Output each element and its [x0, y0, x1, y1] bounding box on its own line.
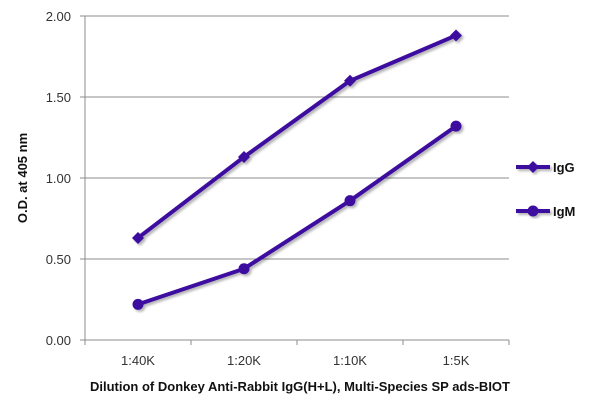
x-tick-label: 1:10K: [333, 353, 367, 368]
circle-marker: [344, 195, 356, 207]
x-tick-label: 1:5K: [443, 353, 470, 368]
diamond-marker: [450, 29, 462, 42]
y-axis-ticks: 0.00 0.50 1.00 1.50 2.00: [46, 9, 71, 348]
legend: IgG IgM: [516, 160, 575, 219]
series-line: [136, 33, 457, 240]
diamond-marker: [527, 161, 539, 173]
x-axis-title: Dilution of Donkey Anti-Rabbit IgG(H+L),…: [90, 379, 510, 394]
x-axis-ticks: 1:40K 1:20K 1:10K 1:5K: [84, 340, 510, 368]
y-tick-label: 0.50: [46, 252, 71, 267]
data-series: [132, 29, 462, 310]
legend-item-igm: [516, 205, 550, 217]
diamond-marker: [344, 74, 356, 87]
circle-marker: [527, 205, 539, 217]
y-axis-title: O.D. at 405 nm: [15, 133, 30, 223]
y-tick-label: 0.00: [46, 333, 71, 348]
circle-marker: [238, 263, 250, 275]
x-tick-label: 1:20K: [227, 353, 261, 368]
legend-label: IgM: [553, 204, 575, 219]
legend-item-igg: [516, 161, 550, 173]
gridlines: [80, 15, 509, 344]
series-line: [137, 124, 458, 307]
legend-label: IgG: [553, 160, 575, 175]
diamond-marker: [238, 150, 250, 163]
y-tick-label: 2.00: [46, 9, 71, 24]
diamond-marker: [132, 231, 144, 244]
circle-marker: [450, 120, 462, 132]
y-tick-label: 1.00: [46, 171, 71, 186]
y-tick-label: 1.50: [46, 90, 71, 105]
circle-marker: [132, 298, 144, 310]
x-tick-label: 1:40K: [121, 353, 155, 368]
series-igg: [132, 29, 462, 244]
series-igm: [132, 120, 462, 310]
